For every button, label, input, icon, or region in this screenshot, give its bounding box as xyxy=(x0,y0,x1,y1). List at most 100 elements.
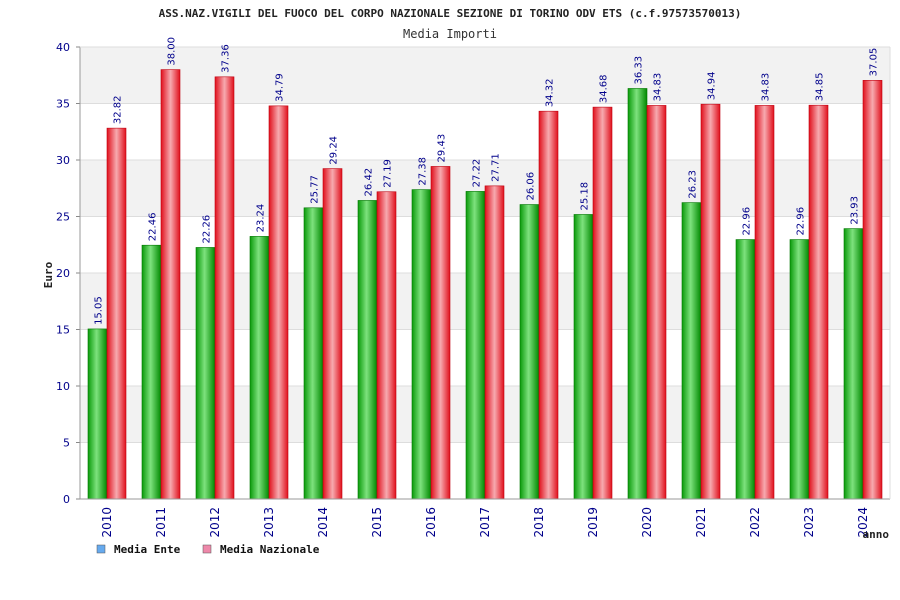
bar-media-nazionale xyxy=(214,76,235,500)
data-label: 29.24 xyxy=(329,136,340,165)
bar-media-nazionale xyxy=(160,69,181,500)
x-tick-label: 2010 xyxy=(100,507,114,538)
legend-swatch xyxy=(96,544,106,554)
y-axis-label: Euro xyxy=(42,261,55,288)
axes xyxy=(79,46,891,500)
legend-label: Media Nazionale xyxy=(220,543,320,556)
bar-media-ente xyxy=(195,247,216,500)
bar-media-nazionale xyxy=(484,185,505,500)
data-label: 27.38 xyxy=(418,157,429,186)
data-label: 25.77 xyxy=(310,175,321,204)
data-label: 27.19 xyxy=(383,159,394,188)
y-tick-label: 30 xyxy=(56,154,70,167)
data-label: 34.85 xyxy=(815,73,826,102)
bar-media-nazionale xyxy=(646,105,667,500)
data-label: 23.93 xyxy=(850,196,861,225)
x-tick-label: 2016 xyxy=(424,507,438,538)
x-tick-label: 2023 xyxy=(802,507,816,538)
bar-media-nazionale xyxy=(430,166,451,500)
x-tick-label: 2013 xyxy=(262,507,276,538)
data-label: 25.18 xyxy=(580,182,591,211)
legend-label: Media Ente xyxy=(114,543,181,556)
data-label: 34.94 xyxy=(707,72,718,101)
x-tick-label: 2022 xyxy=(748,507,762,538)
bar-media-nazionale xyxy=(322,168,343,500)
data-label: 29.43 xyxy=(437,134,448,163)
bar-media-nazionale xyxy=(862,80,883,500)
y-tick-label: 20 xyxy=(56,267,70,280)
data-label: 22.96 xyxy=(796,207,807,236)
x-tick-label: 2015 xyxy=(370,507,384,538)
bar-media-nazionale xyxy=(538,110,559,500)
bar-media-ente xyxy=(357,200,378,500)
data-label: 22.26 xyxy=(202,215,213,244)
x-tick-label: 2018 xyxy=(532,507,546,538)
bar-media-ente xyxy=(303,207,324,500)
y-tick-label: 10 xyxy=(56,380,70,393)
data-labels: 15.05 32.82 22.46 38.00 22.26 37.36 23.24 34.79… xyxy=(94,37,880,325)
x-axis-label: anno xyxy=(863,528,890,541)
data-label: 34.83 xyxy=(653,73,664,102)
x-tick-label: 2019 xyxy=(586,507,600,538)
bars xyxy=(87,69,883,500)
data-label: 36.33 xyxy=(634,56,645,85)
bar-media-nazionale xyxy=(106,127,127,500)
x-tick-label: 2024 xyxy=(856,507,870,538)
y-tick-label: 25 xyxy=(56,211,70,224)
data-label: 34.83 xyxy=(761,73,772,102)
data-label: 27.22 xyxy=(472,159,483,188)
bar-media-nazionale xyxy=(808,104,829,500)
data-label: 37.05 xyxy=(869,48,880,77)
x-tick-label: 2012 xyxy=(208,507,222,538)
bar-media-ente xyxy=(573,214,594,500)
data-label: 32.82 xyxy=(113,95,124,124)
y-tick-labels: 0 5 10 15 20 25 30 35 40 xyxy=(56,41,70,506)
bar-media-ente xyxy=(735,239,756,500)
y-tick-label: 0 xyxy=(63,493,70,506)
x-tick-label: 2014 xyxy=(316,507,330,538)
x-tick-label: 2020 xyxy=(640,507,654,538)
bar-media-ente xyxy=(141,244,162,500)
bar-media-ente xyxy=(789,239,810,500)
bar-media-nazionale xyxy=(268,105,289,500)
bar-media-nazionale xyxy=(376,191,397,500)
data-label: 26.42 xyxy=(364,168,375,197)
data-label: 27.71 xyxy=(491,153,502,182)
chart-subtitle: Media Importi xyxy=(403,27,497,41)
data-label: 22.46 xyxy=(148,213,159,242)
chart-title: ASS.NAZ.VIGILI DEL FUOCO DEL CORPO NAZIO… xyxy=(159,7,742,20)
y-tick-label: 5 xyxy=(63,437,70,450)
legend-swatch xyxy=(202,544,212,554)
bar-media-nazionale xyxy=(754,105,775,500)
data-label: 22.96 xyxy=(742,207,753,236)
x-tick-labels: 2010 2011 2012 2013 2014 2015 2016 2017 2018 2019… xyxy=(100,507,870,538)
data-label: 26.06 xyxy=(526,172,537,201)
data-label: 26.23 xyxy=(688,170,699,199)
bar-media-ente xyxy=(87,328,108,500)
data-label: 34.32 xyxy=(545,79,556,108)
bar-media-ente xyxy=(627,88,648,500)
bar-media-ente xyxy=(411,189,432,500)
legend: Media Ente Media Nazionale xyxy=(96,543,320,556)
bar-media-ente xyxy=(249,236,270,500)
y-tick-label: 40 xyxy=(56,41,70,54)
bar-media-nazionale xyxy=(700,103,721,500)
data-label: 34.79 xyxy=(275,73,286,102)
bar-media-ente xyxy=(681,202,702,500)
data-label: 23.24 xyxy=(256,204,267,233)
y-tick-label: 35 xyxy=(56,98,70,111)
y-tick-label: 15 xyxy=(56,324,70,337)
bar-media-ente xyxy=(519,204,540,500)
bar-media-ente xyxy=(843,228,864,500)
data-label: 37.36 xyxy=(221,44,232,73)
bar-media-ente xyxy=(465,191,486,500)
data-label: 34.68 xyxy=(599,74,610,103)
data-label: 38.00 xyxy=(167,37,178,66)
x-tick-label: 2011 xyxy=(154,507,168,538)
x-tick-label: 2017 xyxy=(478,507,492,538)
x-tick-label: 2021 xyxy=(694,507,708,538)
bar-media-nazionale xyxy=(592,106,613,500)
data-label: 15.05 xyxy=(94,296,105,325)
